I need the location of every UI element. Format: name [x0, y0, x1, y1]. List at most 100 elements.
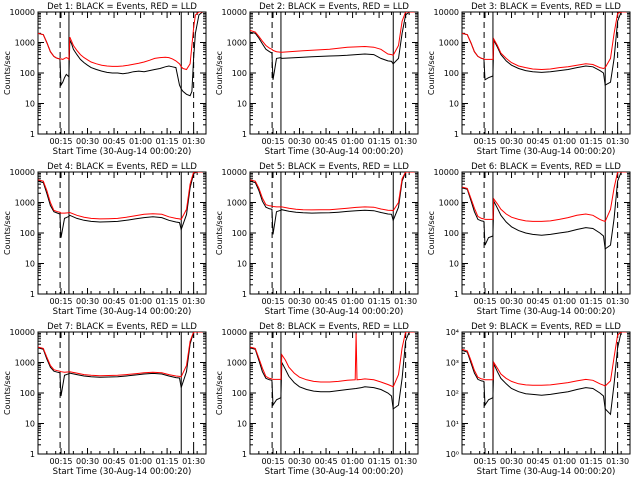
x-tick-label: 01:15 — [156, 457, 179, 466]
panel-title: Det 6: BLACK = Events, RED = LLD — [471, 162, 621, 172]
y-axis-label: Counts/sec — [427, 51, 436, 95]
x-tick-label: 01:30 — [394, 297, 417, 306]
x-tick-label: 01:00 — [553, 457, 576, 466]
x-tick-label: 00:15 — [261, 137, 284, 146]
y-tick-label: 1 — [454, 130, 459, 139]
y-tick-label: 100 — [20, 69, 35, 78]
y-tick-label: 10 — [237, 420, 247, 429]
series-line-events — [250, 12, 415, 80]
panel-det-2: 1 10 100 1000 10000 00:15 00:30 00:45 01:00 01:15… — [215, 2, 419, 157]
x-tick-label: 00:45 — [527, 137, 550, 146]
x-tick-label: 01:00 — [129, 457, 152, 466]
x-tick-label: 01:00 — [341, 457, 364, 466]
y-tick-label: 1000 — [227, 359, 247, 368]
series-line-events — [38, 172, 203, 238]
panel-title: Det 4: BLACK = Events, RED = LLD — [47, 162, 197, 172]
panel-title: Det 9: BLACK = Events, RED = LLD — [471, 322, 621, 332]
panel-det-1: 1 10 100 1000 10000 00:15 00:30 00:45 01:00 01:15… — [3, 2, 207, 157]
y-tick-label: 1 — [242, 290, 247, 299]
y-tick-label: 1000 — [439, 39, 459, 48]
series-line-lld — [250, 172, 415, 212]
x-tick-label: 00:15 — [49, 457, 72, 466]
panel-title: Det 2: BLACK = Events, RED = LLD — [259, 2, 409, 12]
y-axis-label: Counts/sec — [3, 51, 12, 95]
x-tick-label: 00:30 — [288, 297, 311, 306]
series-line-events — [250, 332, 415, 410]
x-tick-label: 01:15 — [368, 297, 391, 306]
panel-title: Det 3: BLACK = Events, RED = LLD — [471, 2, 621, 12]
x-tick-label: 01:30 — [606, 137, 629, 146]
y-axis-label: Counts/sec — [215, 51, 224, 95]
y-tick-label: 10000 — [10, 328, 35, 337]
x-axis-label: Start Time (30-Aug-14 00:00:20) — [477, 307, 616, 317]
x-tick-label: 00:30 — [288, 137, 311, 146]
y-tick-label: 10 — [449, 260, 459, 269]
y-tick-label: 10 — [449, 100, 459, 109]
y-tick-label: 10⁴ — [446, 328, 459, 337]
x-tick-label: 01:30 — [182, 297, 205, 306]
panel-title: Det 8: BLACK = Events, RED = LLD — [259, 322, 409, 332]
x-tick-label: 00:45 — [527, 297, 550, 306]
series-line-events — [462, 332, 627, 416]
x-axis-label: Start Time (30-Aug-14 00:00:20) — [265, 147, 404, 157]
y-tick-label: 1000 — [227, 199, 247, 208]
panel-title: Det 7: BLACK = Events, RED = LLD — [47, 322, 197, 332]
x-tick-label: 01:00 — [129, 137, 152, 146]
x-tick-label: 00:15 — [473, 297, 496, 306]
x-tick-label: 01:15 — [156, 297, 179, 306]
x-tick-label: 00:15 — [473, 457, 496, 466]
y-axis-label: Counts/sec — [215, 371, 224, 415]
x-tick-label: 00:30 — [288, 457, 311, 466]
y-axis-label: Counts/sec — [215, 211, 224, 255]
x-tick-label: 00:15 — [49, 137, 72, 146]
x-tick-label: 01:00 — [341, 137, 364, 146]
y-tick-label: 10000 — [434, 168, 459, 177]
y-tick-label: 10 — [237, 260, 247, 269]
y-tick-label: 100 — [20, 389, 35, 398]
x-tick-label: 00:45 — [315, 137, 338, 146]
series-line-events — [462, 172, 627, 250]
series-line-lld — [38, 172, 203, 220]
y-tick-label: 1000 — [15, 39, 35, 48]
y-tick-label: 1 — [242, 450, 247, 459]
y-tick-label: 10000 — [434, 8, 459, 17]
y-tick-label: 100 — [232, 389, 247, 398]
x-tick-label: 00:15 — [473, 137, 496, 146]
y-axis-label: Counts/sec — [427, 211, 436, 255]
panel-det-8: 1 10 100 1000 10000 00:15 00:30 00:45 01:00 01:15… — [215, 322, 419, 477]
x-tick-label: 01:15 — [368, 137, 391, 146]
y-tick-label: 10 — [237, 100, 247, 109]
series-line-lld — [462, 332, 627, 387]
y-tick-label: 10000 — [10, 168, 35, 177]
panel-det-9: 10⁰ 10¹ 10² 10³ 10⁴ 00:15 00:30 00:45 01:00 01:15… — [446, 322, 631, 477]
x-tick-label: 00:30 — [500, 137, 523, 146]
series-line-lld — [462, 172, 627, 223]
x-tick-label: 01:30 — [606, 457, 629, 466]
y-tick-label: 1000 — [439, 199, 459, 208]
y-tick-label: 10⁰ — [446, 450, 459, 459]
series-line-events — [462, 12, 627, 86]
y-tick-label: 10² — [446, 389, 459, 398]
x-tick-label: 00:45 — [315, 457, 338, 466]
series-line-events — [250, 172, 415, 235]
y-axis-label: Counts/sec — [3, 371, 12, 415]
y-tick-label: 1 — [30, 450, 35, 459]
panel-det-3: 1 10 100 1000 10000 00:15 00:30 00:45 01:00 01:15… — [427, 2, 631, 157]
y-tick-label: 10 — [25, 100, 35, 109]
x-tick-label: 00:30 — [76, 457, 99, 466]
y-tick-label: 10³ — [446, 359, 459, 368]
y-tick-label: 10 — [25, 420, 35, 429]
y-axis-label: Counts/sec — [3, 211, 12, 255]
x-axis-label: Start Time (30-Aug-14 00:00:20) — [265, 307, 404, 317]
x-tick-label: 01:30 — [394, 137, 417, 146]
panel-det-6: 1 10 100 1000 10000 00:15 00:30 00:45 01:00 01:15… — [427, 162, 631, 317]
y-tick-label: 1 — [30, 290, 35, 299]
y-tick-label: 1000 — [15, 359, 35, 368]
x-tick-label: 01:15 — [580, 297, 603, 306]
y-tick-label: 1000 — [15, 199, 35, 208]
x-tick-label: 00:30 — [500, 297, 523, 306]
series-line-events — [38, 12, 203, 97]
y-tick-label: 100 — [232, 229, 247, 238]
series-line-lld — [250, 332, 415, 388]
